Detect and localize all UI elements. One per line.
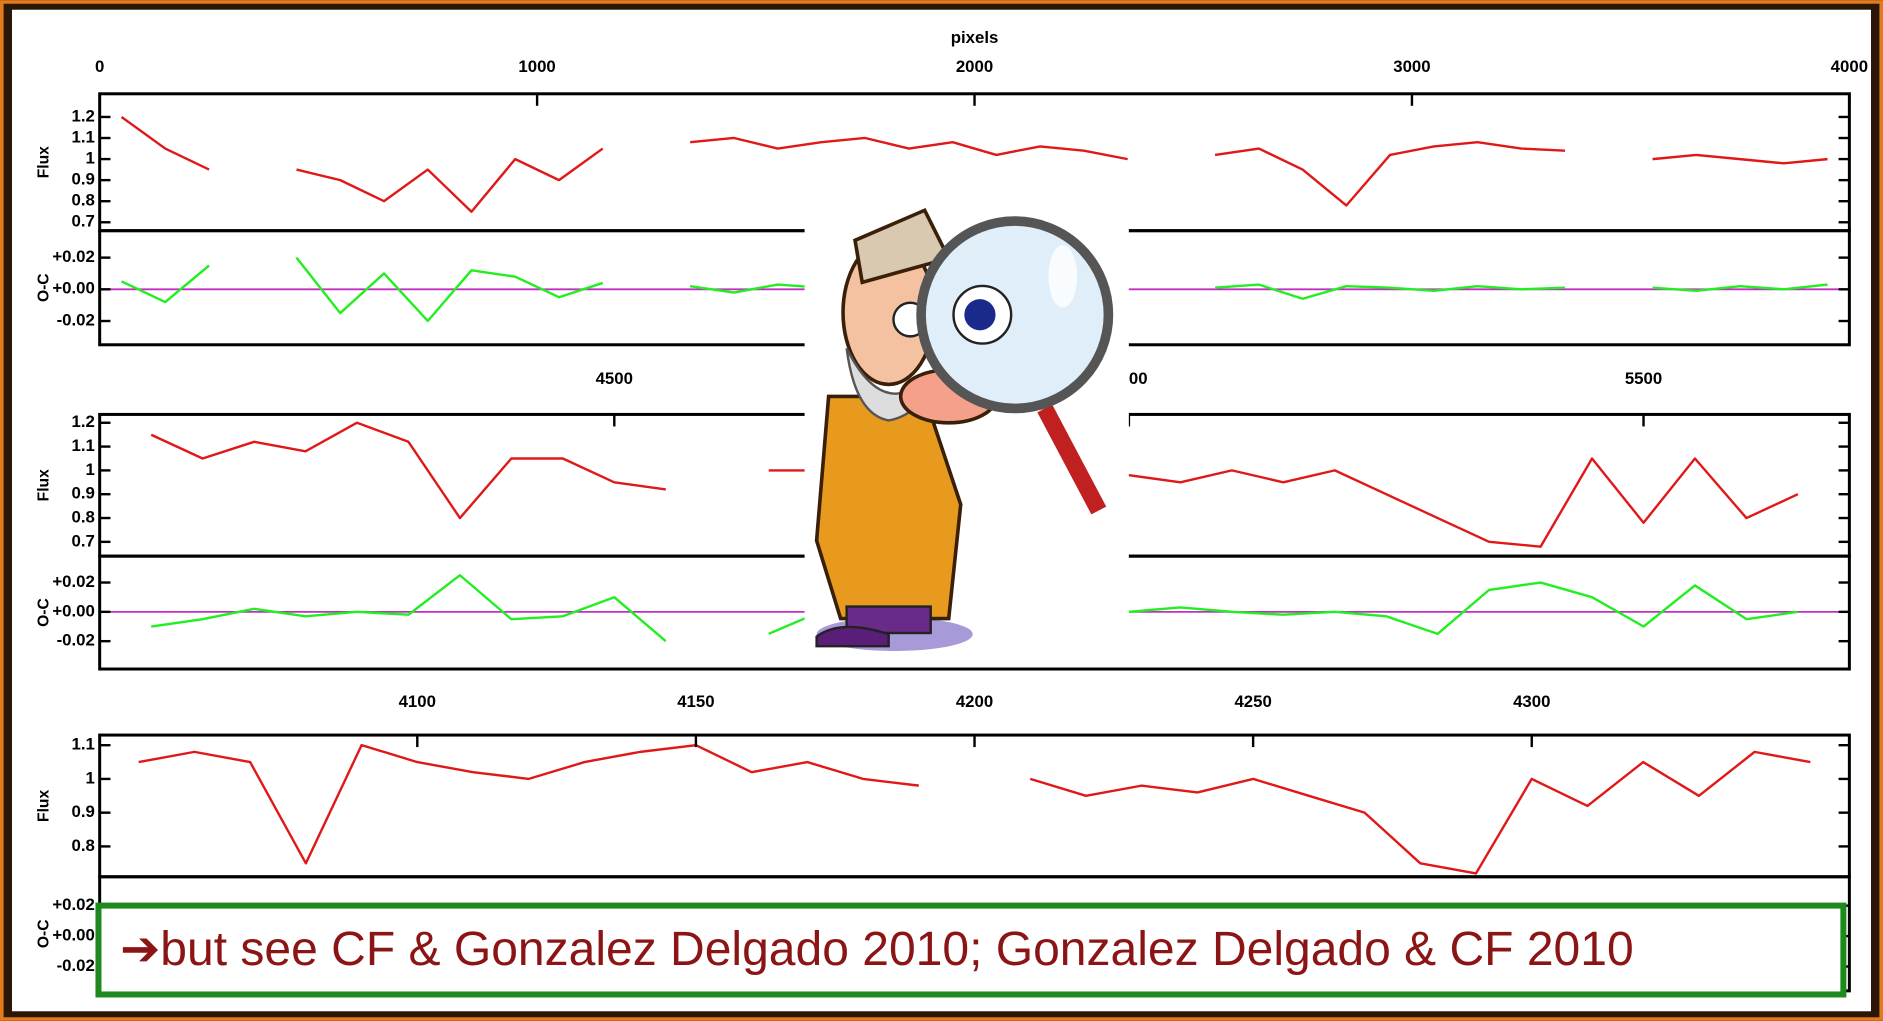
y-tick-label: 0.9 [72, 170, 95, 189]
x-tick-label: 2000 [956, 57, 993, 76]
y-tick-label: +0.00 [52, 601, 95, 620]
x-axis-label: pixels [951, 28, 999, 47]
x-tick-label: 5500 [1625, 369, 1662, 388]
y-axis-label: O-C [36, 920, 53, 949]
x-tick-label: 4500 [596, 369, 633, 388]
y-tick-label: 1.1 [72, 735, 95, 754]
spectrum-line [138, 743, 1811, 875]
y-tick-label: 1.1 [72, 127, 95, 146]
y-tick-label: +0.02 [52, 895, 95, 914]
y-tick-label: -0.02 [57, 310, 95, 329]
x-tick-label: 4100 [399, 692, 436, 711]
x-tick-label: 4300 [1513, 692, 1550, 711]
x-tick-label: 4250 [1234, 692, 1271, 711]
y-axis-label: O-C [36, 598, 53, 627]
y-tick-label: 0.7 [72, 531, 95, 550]
y-tick-label: 0.9 [72, 484, 95, 503]
x-tick-label: 4000 [1831, 57, 1868, 76]
spectrum-line [120, 115, 1828, 213]
y-tick-label: 0.8 [72, 507, 95, 526]
y-axis-label: Flux [36, 146, 53, 178]
shoe [815, 625, 890, 648]
y-tick-label: 0.8 [72, 836, 95, 855]
y-tick-label: 0.9 [72, 802, 95, 821]
y-tick-label: -0.02 [57, 956, 95, 975]
y-tick-label: +0.00 [52, 926, 95, 945]
x-tick-label: 4150 [677, 692, 714, 711]
y-axis-label: Flux [36, 790, 53, 822]
detective-cartoon [804, 186, 1129, 667]
glass-handle [1037, 404, 1107, 515]
glint [1048, 245, 1078, 308]
y-axis-label: Flux [36, 469, 53, 501]
x-tick-label: 4200 [956, 692, 993, 711]
x-tick-label: 0 [95, 57, 104, 76]
x-tick-label: 3000 [1393, 57, 1430, 76]
y-tick-label: 1 [86, 460, 95, 479]
y-tick-label: 0.7 [72, 212, 95, 231]
y-tick-label: 1.2 [72, 412, 95, 431]
magnifier [916, 216, 1114, 414]
y-tick-label: +0.00 [52, 279, 95, 298]
y-tick-label: 0.8 [72, 191, 95, 210]
y-tick-label: -0.02 [57, 631, 95, 650]
y-tick-label: 1.2 [72, 106, 95, 125]
pupil [964, 299, 996, 331]
note-box [95, 902, 1847, 998]
y-tick-label: 1 [86, 768, 95, 787]
y-tick-label: 1 [86, 149, 95, 168]
x-tick-label: 1000 [518, 57, 555, 76]
y-axis-label: O-C [36, 273, 53, 302]
y-tick-label: 1.1 [72, 436, 95, 455]
y-tick-label: +0.02 [52, 247, 95, 266]
y-tick-label: +0.02 [52, 572, 95, 591]
note-text: ➔but see CF & Gonzalez Delgado 2010; Gon… [120, 923, 1634, 976]
